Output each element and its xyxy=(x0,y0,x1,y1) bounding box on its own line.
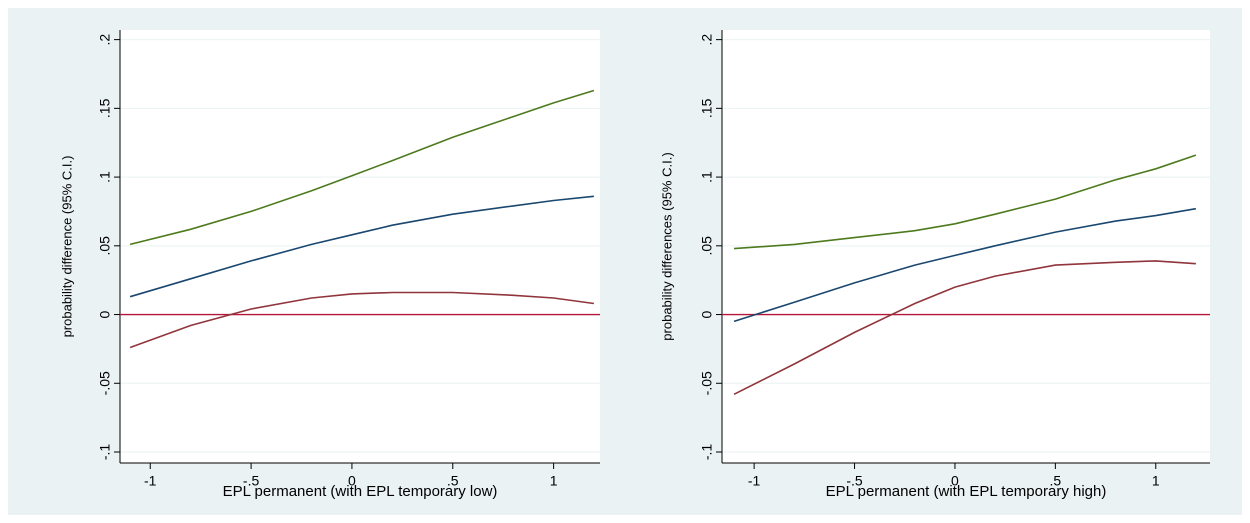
y-tick-label: .2 xyxy=(699,34,715,46)
y-tick-label: -.05 xyxy=(97,371,113,395)
y-tick-label: .05 xyxy=(699,236,715,256)
x-axis-title: EPL permanent (with EPL temporary low) xyxy=(223,483,498,500)
y-axis-title: probability difference (95% C.I.) xyxy=(59,156,74,338)
y-tick-label: .1 xyxy=(699,171,715,183)
series-line xyxy=(129,195,594,298)
x-tick-label: 0 xyxy=(348,473,356,489)
series-line xyxy=(733,260,1196,396)
y-tick-label: -.1 xyxy=(97,444,113,461)
x-tick-label: -1 xyxy=(144,473,157,489)
y-tick-label: .05 xyxy=(97,236,113,256)
x-tick-label: -.5 xyxy=(243,473,260,489)
x-tick-label: 1 xyxy=(550,473,558,489)
series-line xyxy=(129,89,595,246)
series-line xyxy=(129,291,595,349)
x-tick-label: -.5 xyxy=(846,473,863,489)
y-tick-label: .15 xyxy=(699,98,715,118)
y-tick-label: .15 xyxy=(97,98,113,118)
x-tick-label: .5 xyxy=(447,473,459,489)
x-tick-label: -1 xyxy=(748,473,761,489)
y-tick-label: 0 xyxy=(699,310,715,318)
plot-area xyxy=(120,30,600,463)
series-line xyxy=(733,154,1197,250)
x-tick-label: .5 xyxy=(1050,473,1062,489)
plot-area xyxy=(722,30,1210,463)
x-tick-label: 1 xyxy=(1152,473,1160,489)
y-tick-label: .2 xyxy=(97,34,113,46)
y-tick-label: -.05 xyxy=(699,371,715,395)
x-axis-title: EPL permanent (with EPL temporary high) xyxy=(826,483,1107,500)
y-tick-label: 0 xyxy=(97,310,113,318)
x-tick-label: 0 xyxy=(951,473,959,489)
y-tick-label: -.1 xyxy=(699,444,715,461)
y-tick-label: .1 xyxy=(97,171,113,183)
y-axis-title: probability differences (95% C.I.) xyxy=(659,152,674,340)
series-line xyxy=(733,207,1197,323)
